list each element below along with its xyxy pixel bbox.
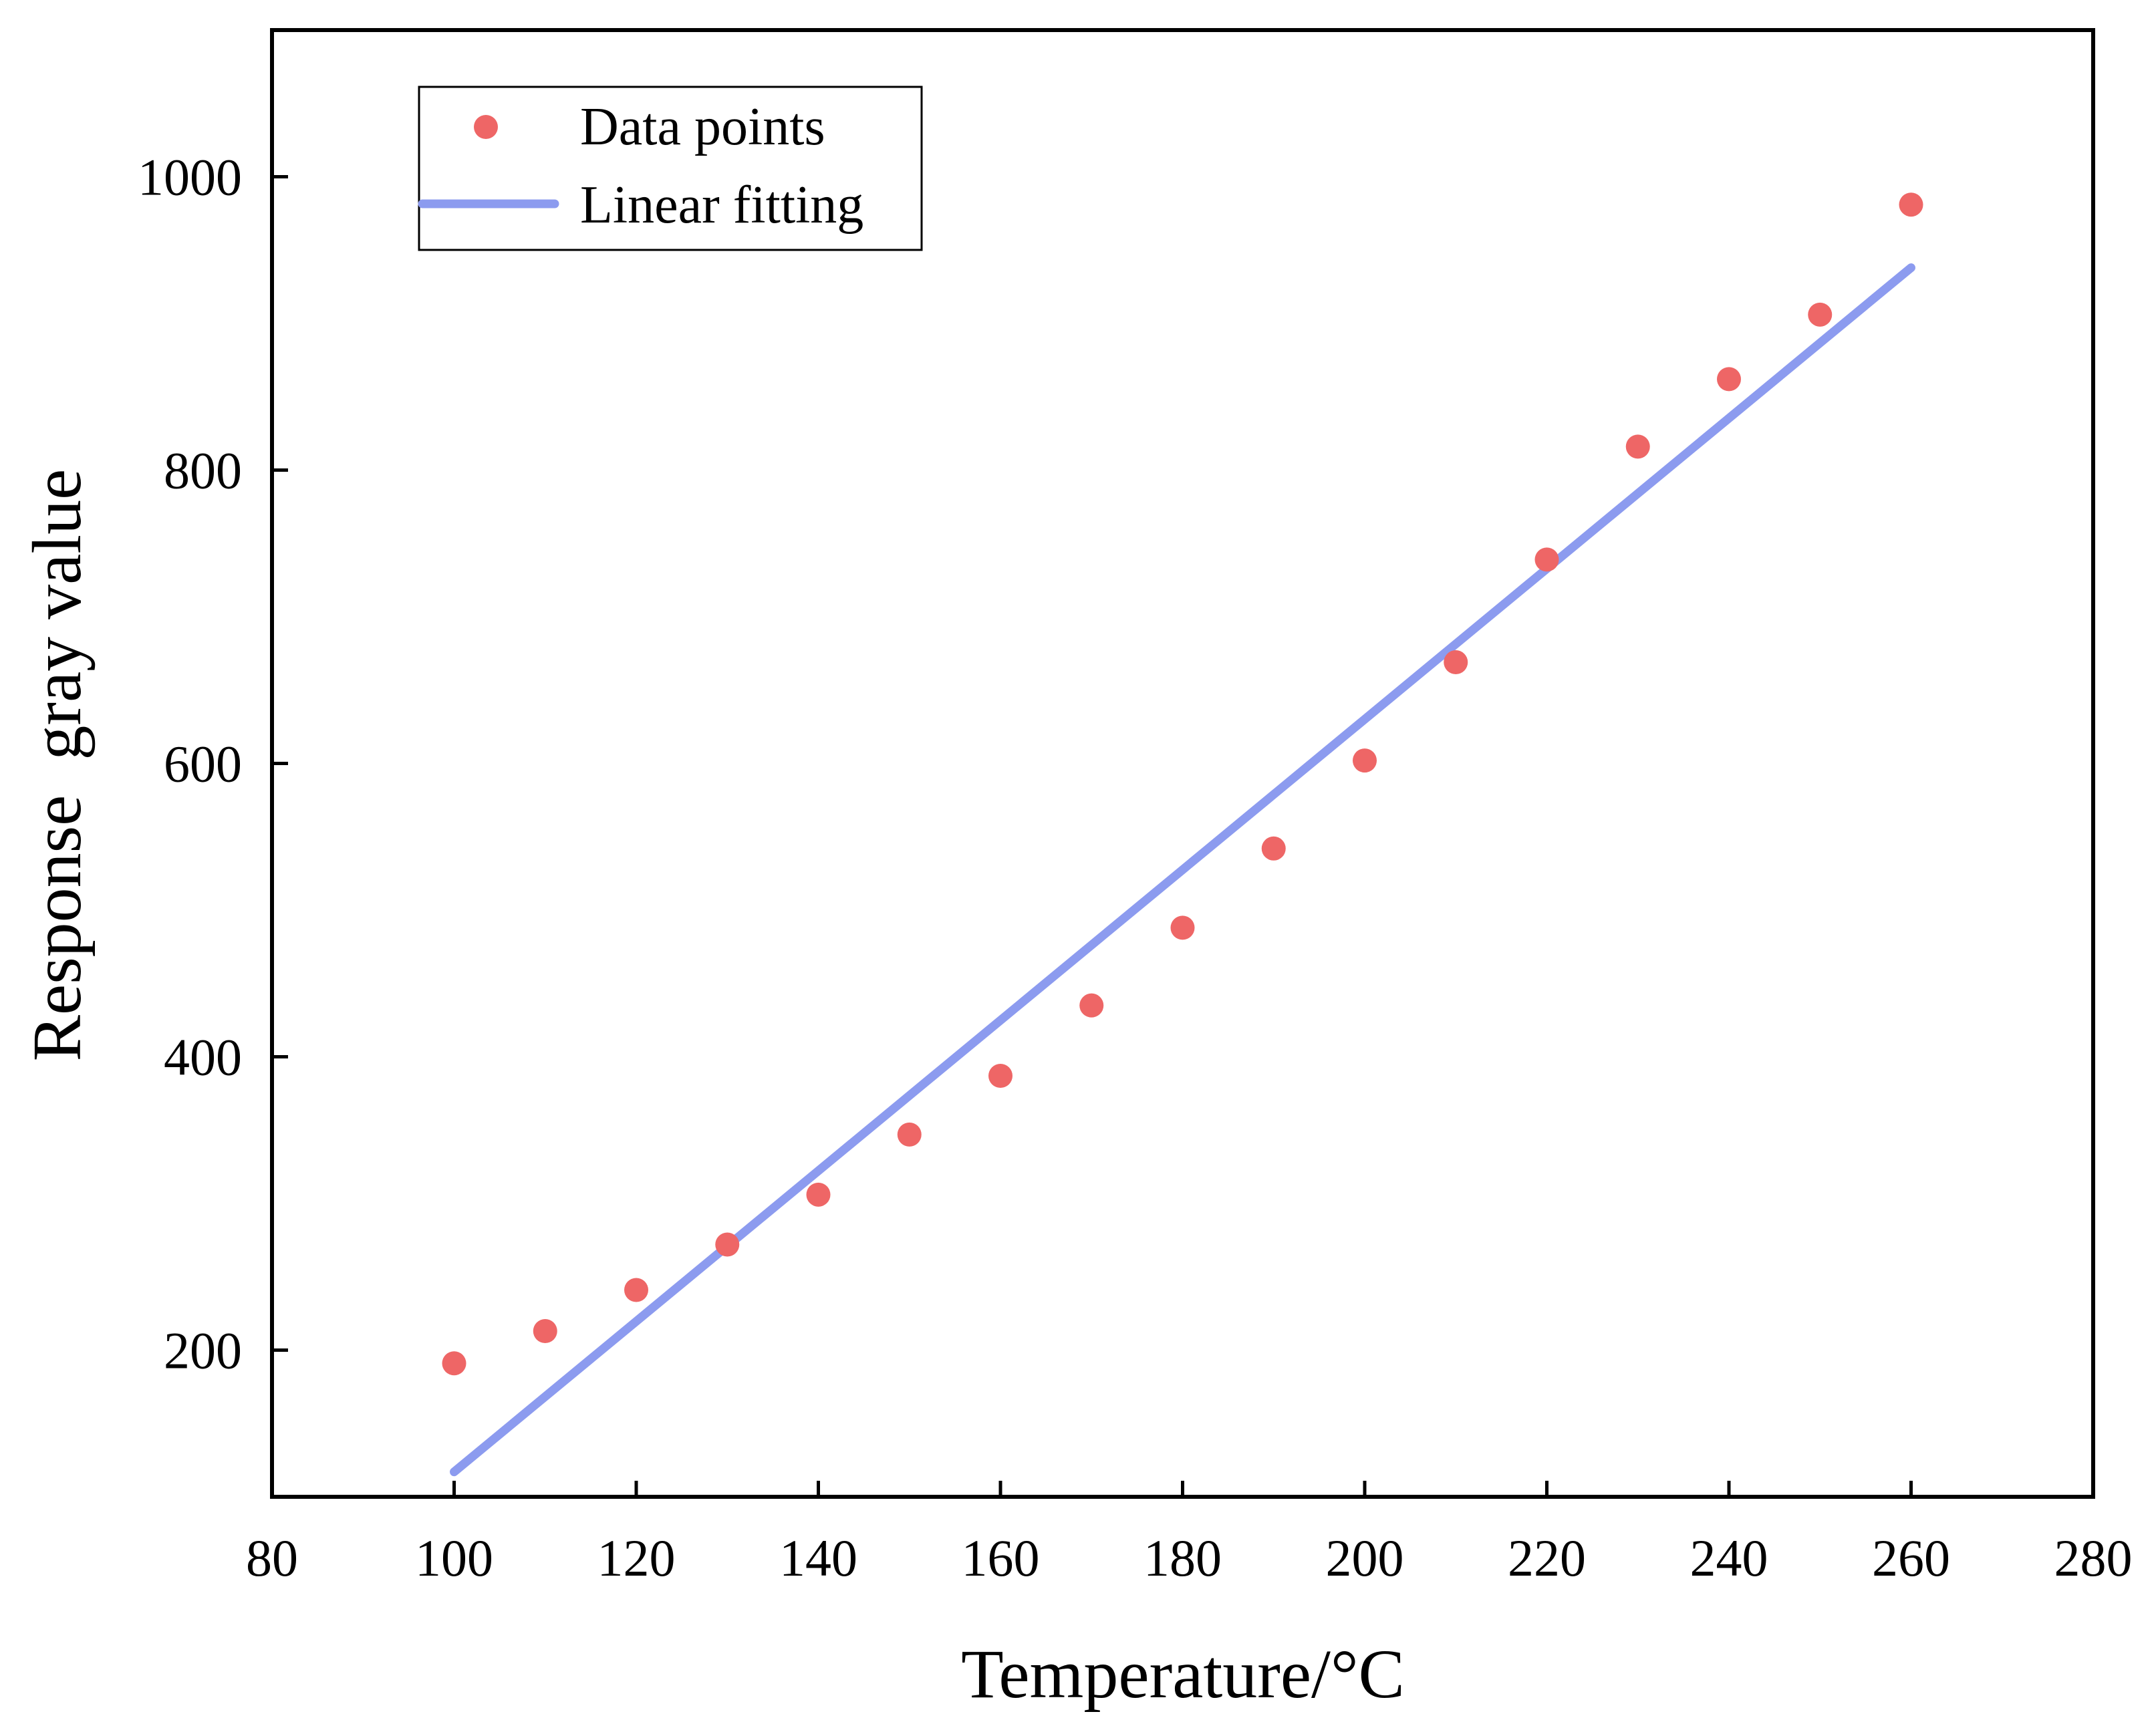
data-point-210 <box>1444 650 1468 675</box>
y-tick-label-1000: 1000 <box>138 148 242 206</box>
legend-label-data-points: Data points <box>580 98 825 156</box>
y-tick-label-600: 600 <box>164 735 242 793</box>
data-point-230 <box>1625 434 1650 459</box>
data-point-120 <box>624 1278 648 1302</box>
data-point-260 <box>1899 192 1923 217</box>
legend: Data points Linear fitting <box>418 86 923 251</box>
y-axis-title: Response gray value <box>19 469 96 1062</box>
data-point-160 <box>988 1064 1013 1089</box>
x-tick-label-280: 280 <box>2054 1529 2133 1587</box>
x-tick-label-220: 220 <box>1508 1529 1586 1587</box>
data-point-220 <box>1534 547 1559 572</box>
y-axis-ticks <box>272 175 288 1352</box>
linear-fitting-line <box>450 263 1915 1477</box>
x-tick-label-180: 180 <box>1143 1529 1222 1587</box>
data-point-250 <box>1808 302 1833 327</box>
legend-label-linear-fitting: Linear fitting <box>580 176 863 235</box>
x-tick-label-260: 260 <box>1872 1529 1950 1587</box>
x-tick-label-140: 140 <box>779 1529 857 1587</box>
x-tick-label-120: 120 <box>597 1529 676 1587</box>
data-point-180 <box>1170 915 1195 940</box>
y-tick-label-400: 400 <box>164 1028 242 1087</box>
data-point-240 <box>1717 367 1741 392</box>
y-tick-label-200: 200 <box>164 1322 242 1380</box>
data-points-series <box>442 192 1923 1376</box>
data-point-200 <box>1353 748 1377 773</box>
x-tick-label-240: 240 <box>1690 1529 1768 1587</box>
legend-box <box>418 86 923 251</box>
data-point-140 <box>806 1182 831 1207</box>
plot-frame <box>270 28 2095 1499</box>
data-point-170 <box>1079 993 1104 1018</box>
data-point-190 <box>1261 836 1286 861</box>
x-tick-label-100: 100 <box>415 1529 493 1587</box>
x-axis-title: Temperature/°C <box>961 1636 1405 1713</box>
x-axis-tick-labels: 80 100 120 140 160 180 200 220 240 260 280 <box>246 1529 2133 1587</box>
data-point-130 <box>715 1232 740 1257</box>
x-tick-label-80: 80 <box>246 1529 298 1587</box>
y-tick-label-800: 800 <box>164 442 242 500</box>
x-tick-label-200: 200 <box>1326 1529 1404 1587</box>
data-point-100 <box>442 1351 466 1376</box>
x-tick-label-160: 160 <box>962 1529 1040 1587</box>
data-point-150 <box>897 1122 922 1147</box>
legend-marker-data-points <box>474 115 498 139</box>
data-point-110 <box>533 1318 557 1343</box>
y-axis-tick-labels: 200 400 600 800 1000 <box>138 148 242 1380</box>
